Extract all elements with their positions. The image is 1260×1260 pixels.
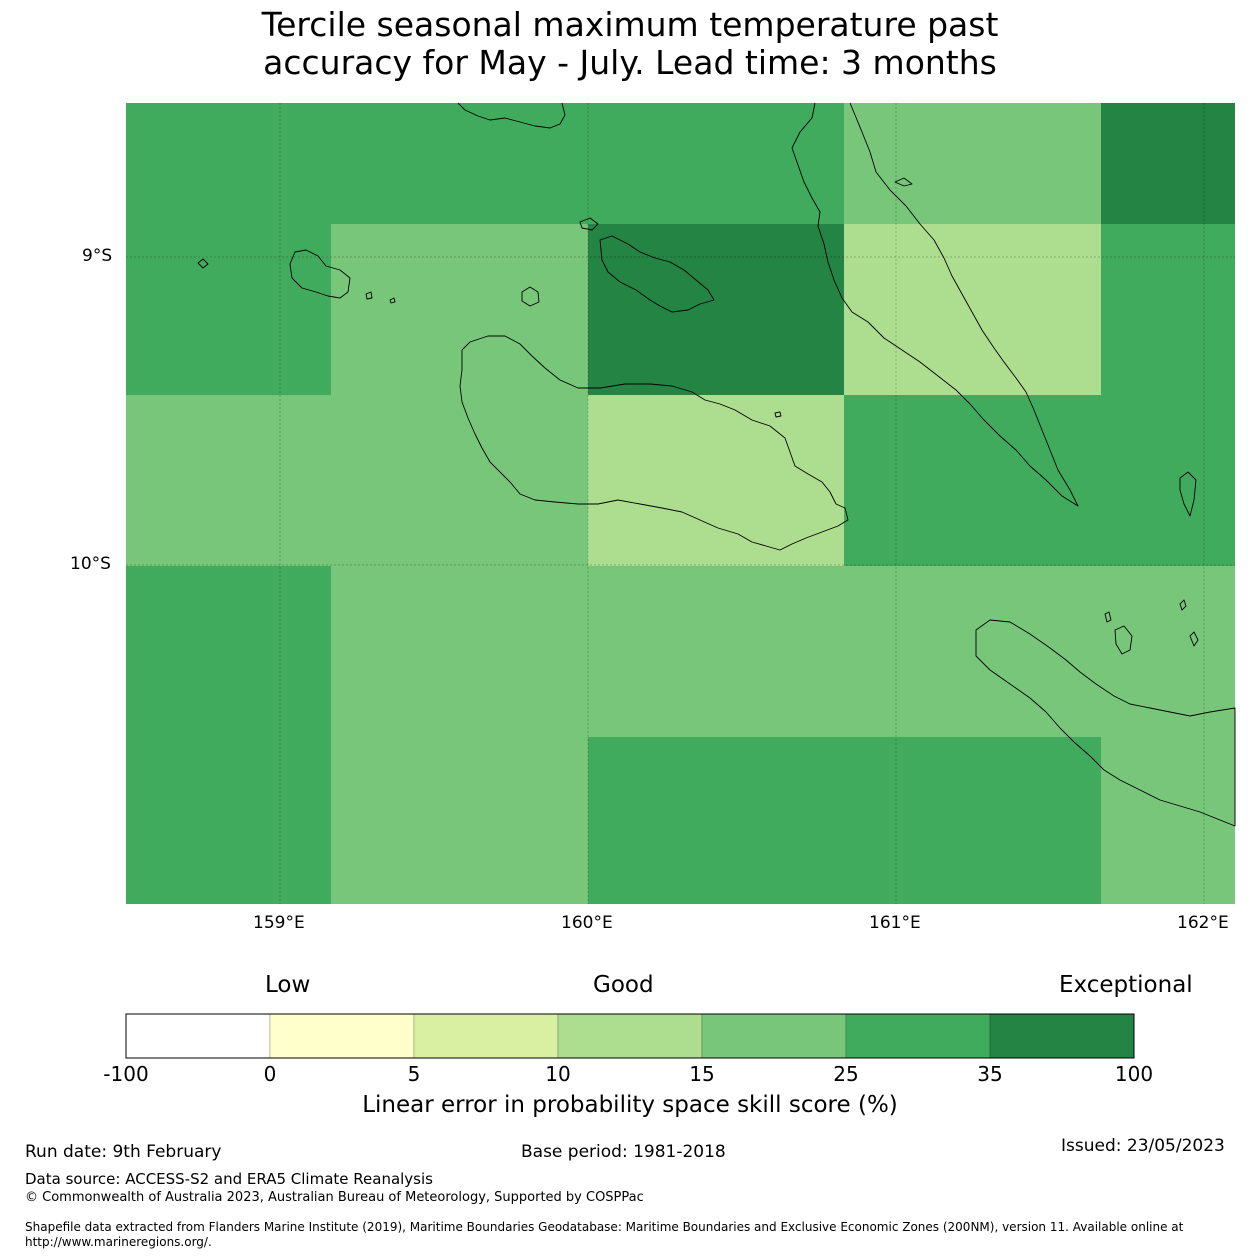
island-north-top xyxy=(457,102,566,129)
colorbar-tick: 10 xyxy=(545,1062,571,1086)
title-line-1: Tercile seasonal maximum temperature pas… xyxy=(261,5,999,44)
grid-cell xyxy=(331,103,588,224)
colorbar-tick: 35 xyxy=(977,1062,1003,1086)
colorbar-tick: -100 xyxy=(103,1062,149,1086)
run-date: Run date: 9th February xyxy=(25,1142,222,1162)
colorbar-tick: 100 xyxy=(1114,1062,1154,1086)
title-line-2: accuracy for May - July. Lead time: 3 mo… xyxy=(263,43,997,82)
lon-label-160e: 160°E xyxy=(561,913,613,933)
colorbar-tick: 15 xyxy=(689,1062,715,1086)
copyright: © Commonwealth of Australia 2023, Austra… xyxy=(25,1190,644,1205)
colorbar-tick: 25 xyxy=(833,1062,859,1086)
island-small-10 xyxy=(365,291,373,300)
grid-cell xyxy=(331,395,588,566)
chart-title: Tercile seasonal maximum temperature pas… xyxy=(0,6,1260,82)
grid-cell xyxy=(844,566,1101,737)
island-savo xyxy=(521,286,540,307)
grid-cell xyxy=(126,224,331,395)
island-small-4 xyxy=(1114,625,1133,655)
grid-cell xyxy=(588,103,844,224)
island-small-6 xyxy=(1179,599,1187,611)
island-small-8 xyxy=(1189,631,1199,647)
colorbar-segment xyxy=(413,1013,559,1059)
grid-cell xyxy=(588,395,844,566)
skill-grid xyxy=(126,103,1235,904)
grid-cell xyxy=(844,395,1101,566)
island-small-9 xyxy=(389,297,396,304)
grid-cell xyxy=(126,103,331,224)
lon-label-161e: 161°E xyxy=(869,913,921,933)
colorbar-segment xyxy=(269,1013,415,1059)
base-period: Base period: 1981-2018 xyxy=(521,1142,726,1162)
colorbar-segment xyxy=(125,1013,271,1059)
lon-label-162e: 162°E xyxy=(1177,913,1229,933)
island-guadalcanal xyxy=(459,335,849,551)
grid-cell xyxy=(1101,566,1235,737)
colorbar-category-low: Low xyxy=(265,972,311,998)
colorbar-segment xyxy=(845,1013,991,1059)
island-small-west xyxy=(197,258,209,269)
grid-cell xyxy=(1101,224,1235,395)
island-small-7 xyxy=(1104,611,1112,623)
grid-cell xyxy=(844,737,1101,904)
island-small-5 xyxy=(774,411,782,418)
island-small-1 xyxy=(579,217,599,231)
colorbar-tick: 0 xyxy=(263,1062,277,1086)
colorbar-tick: 5 xyxy=(407,1062,421,1086)
grid-cell xyxy=(331,737,588,904)
colorbar xyxy=(125,1013,1135,1059)
island-small-2 xyxy=(894,177,913,187)
island-makira xyxy=(975,619,1236,827)
issued-date: Issued: 23/05/2023 xyxy=(1061,1136,1225,1156)
grid-cell xyxy=(1101,737,1235,904)
colorbar-segment xyxy=(557,1013,703,1059)
grid-cell xyxy=(588,224,844,395)
grid-cell xyxy=(844,224,1101,395)
grid-cell xyxy=(126,395,331,566)
data-source: Data source: ACCESS-S2 and ERA5 Climate … xyxy=(25,1170,433,1188)
grid-cell xyxy=(126,566,331,737)
island-malaita xyxy=(791,102,1079,507)
grid-cell xyxy=(588,566,844,737)
grid-cell xyxy=(1101,395,1235,566)
colorbar-segment xyxy=(989,1013,1135,1059)
island-small-3 xyxy=(1179,471,1197,517)
graticule xyxy=(126,103,1235,904)
grid-cell xyxy=(331,566,588,737)
shapefile-credit: Shapefile data extracted from Flanders M… xyxy=(25,1220,1184,1249)
lat-label-9s: 9°S xyxy=(82,246,113,266)
grid-cell xyxy=(588,737,844,904)
lon-label-159e: 159°E xyxy=(253,913,305,933)
colorbar-title: Linear error in probability space skill … xyxy=(362,1092,898,1118)
island-russell xyxy=(289,249,351,299)
coastlines xyxy=(197,102,1236,827)
colorbar-segment xyxy=(701,1013,847,1059)
colorbar-frame xyxy=(125,1013,1135,1059)
island-florida xyxy=(599,235,715,313)
grid-cell xyxy=(331,224,588,395)
lat-label-10s: 10°S xyxy=(70,554,111,574)
grid-cell xyxy=(1101,103,1235,224)
grid-cell xyxy=(126,737,331,904)
colorbar-category-exceptional: Exceptional xyxy=(1059,972,1193,998)
colorbar-category-good: Good xyxy=(593,972,654,998)
grid-cell xyxy=(844,103,1101,224)
